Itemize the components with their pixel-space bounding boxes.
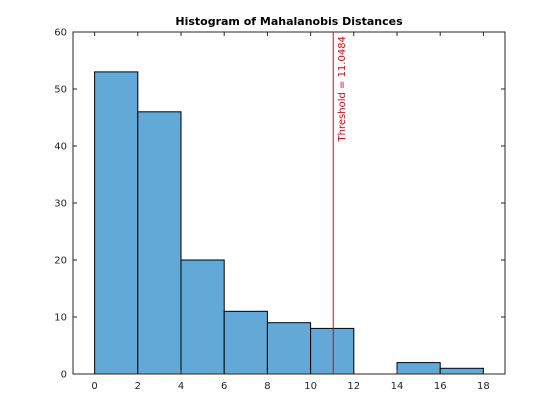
y-tick-label: 60 bbox=[54, 28, 67, 39]
x-tick-label: 12 bbox=[347, 381, 360, 392]
y-tick-label: 10 bbox=[54, 313, 67, 324]
x-tick-label: 16 bbox=[434, 381, 447, 392]
y-tick-label: 50 bbox=[54, 85, 67, 96]
histogram-bar-8 bbox=[396, 362, 441, 375]
histogram-bar-6 bbox=[310, 327, 355, 375]
x-tick-label: 18 bbox=[477, 381, 490, 392]
x-tick-label: 4 bbox=[178, 381, 184, 392]
histogram-bar-3 bbox=[180, 259, 225, 375]
plot-area: 0 2 4 6 8 10 12 14 16 18 0 10 20 30 40 50 60 Threshold = … bbox=[54, 28, 506, 392]
x-tick-label: 0 bbox=[91, 381, 97, 392]
y-tick-label: 20 bbox=[54, 256, 67, 267]
y-tick-label: 40 bbox=[54, 142, 67, 153]
threshold-label: Threshold = 11.0484 bbox=[337, 36, 348, 142]
x-tick-label: 6 bbox=[221, 381, 227, 392]
x-tick-label: 8 bbox=[264, 381, 270, 392]
x-tick-label: 10 bbox=[304, 381, 317, 392]
x-tick-label: 14 bbox=[391, 381, 404, 392]
histogram-bar-2 bbox=[137, 111, 182, 375]
y-tick-label: 30 bbox=[54, 199, 67, 210]
histogram-bar-1 bbox=[94, 71, 139, 375]
y-tick-label: 0 bbox=[61, 370, 67, 381]
histogram-bar-5 bbox=[266, 322, 312, 375]
chart-title: Histogram of Mahalanobis Distances bbox=[175, 15, 403, 28]
histogram-bar-9 bbox=[439, 367, 484, 375]
x-tick-label: 2 bbox=[135, 381, 141, 392]
histogram-bar-4 bbox=[223, 310, 268, 375]
